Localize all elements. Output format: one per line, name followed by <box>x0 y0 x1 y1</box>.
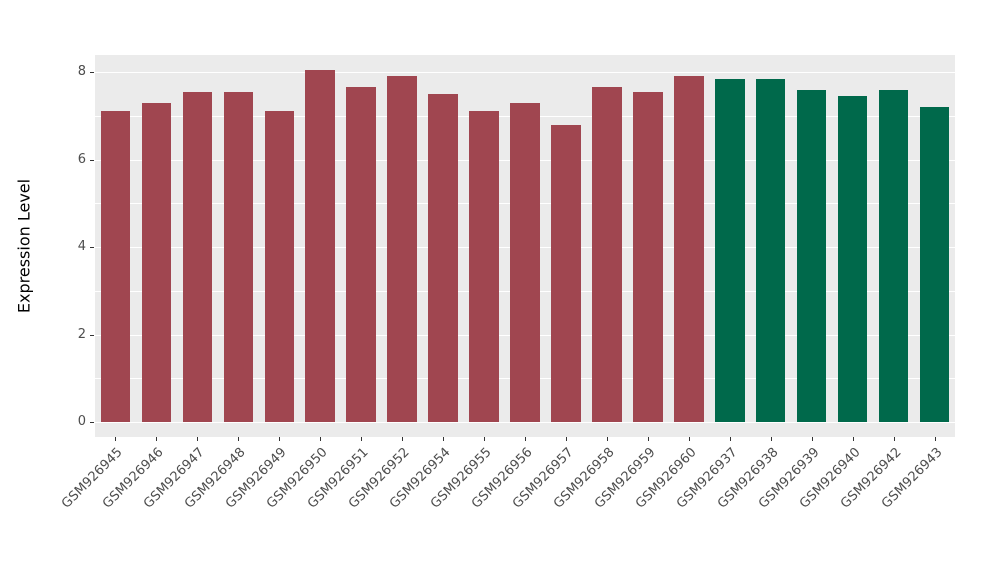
x-tick-mark <box>279 437 281 441</box>
bar-GSM926937 <box>715 78 745 422</box>
x-tick-mark <box>443 437 445 441</box>
bar-GSM926947 <box>182 91 213 422</box>
x-tick-mark <box>729 437 731 441</box>
x-tick-mark <box>320 437 322 441</box>
bar-GSM926958 <box>592 87 622 422</box>
bar-GSM926960 <box>674 76 704 422</box>
y-tick-mark <box>90 422 94 423</box>
x-tick-mark <box>402 437 404 441</box>
x-tick-mark <box>606 437 608 441</box>
bar-GSM926955 <box>469 111 499 422</box>
x-tick-mark <box>238 437 240 441</box>
x-tick-mark <box>688 437 690 441</box>
x-tick-mark <box>525 437 526 441</box>
plot-panel <box>95 55 955 437</box>
y-tick-label-2: 2 <box>77 326 86 342</box>
bar-GSM926952 <box>387 76 417 422</box>
x-tick-mark <box>565 437 567 441</box>
gridline-major <box>95 72 955 74</box>
bar-GSM926951 <box>346 87 376 422</box>
x-tick-mark <box>361 437 363 441</box>
bar-GSM926939 <box>796 89 827 422</box>
x-tick-mark <box>893 437 895 441</box>
gridline-major <box>95 422 955 424</box>
x-tick-mark <box>156 437 158 441</box>
bar-GSM926949 <box>264 111 295 422</box>
bar-GSM926945 <box>100 111 131 422</box>
x-tick-mark <box>484 437 486 441</box>
y-tick-mark <box>90 334 94 336</box>
bar-GSM926959 <box>633 91 663 422</box>
bar-GSM926950 <box>305 69 335 422</box>
x-tick-mark <box>934 437 936 441</box>
bar-GSM926956 <box>510 102 540 422</box>
x-tick-mark <box>647 437 649 441</box>
bar-GSM926957 <box>551 124 581 422</box>
bar-GSM926943 <box>919 107 950 422</box>
x-tick-mark <box>770 437 772 441</box>
y-tick-mark <box>90 72 94 73</box>
y-tick-label-0: 0 <box>77 414 86 429</box>
bar-GSM926948 <box>223 91 254 422</box>
x-tick-mark <box>811 437 813 441</box>
y-tick-label-8: 8 <box>77 64 86 79</box>
bar-GSM926938 <box>755 78 786 422</box>
y-tick-mark <box>90 247 94 248</box>
x-tick-mark <box>115 437 117 441</box>
x-tick-mark <box>197 437 199 441</box>
y-tick-mark <box>90 159 94 161</box>
y-tick-label-6: 6 <box>77 151 86 167</box>
bar-GSM926940 <box>837 96 868 422</box>
bar-GSM926954 <box>428 93 458 422</box>
bar-GSM926942 <box>878 89 909 422</box>
bar-GSM926946 <box>141 102 172 422</box>
y-tick-label-4: 4 <box>77 239 86 254</box>
x-tick-mark <box>852 437 854 441</box>
